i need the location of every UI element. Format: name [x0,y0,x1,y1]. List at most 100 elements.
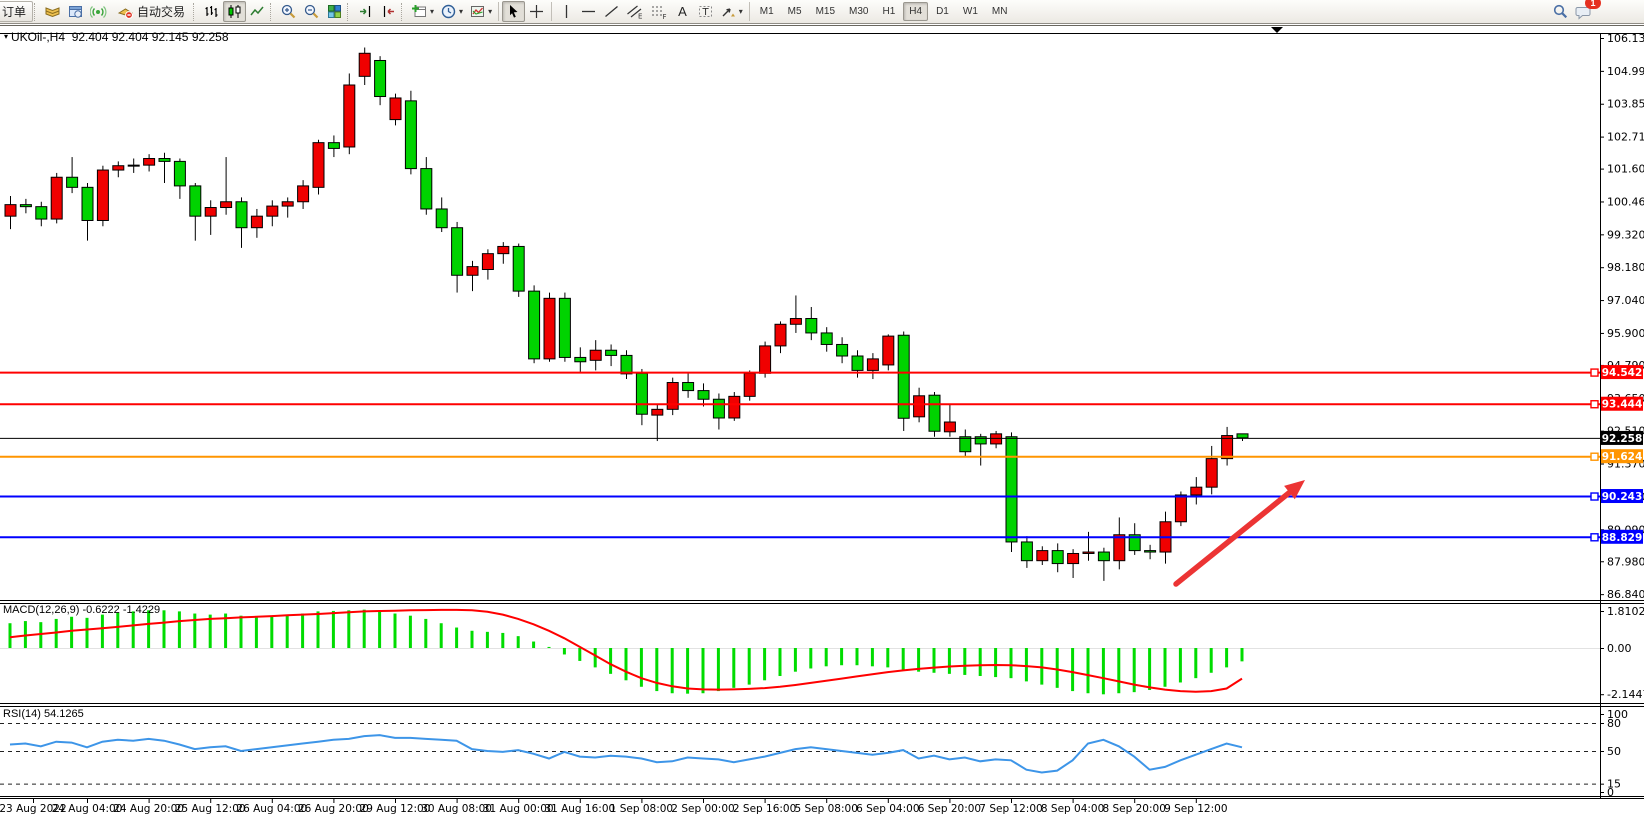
market-watch-button[interactable] [41,1,64,22]
candle-body [312,142,325,188]
candle-body [558,297,571,358]
dropdown-caret: ▾ [430,7,435,16]
timeframe-button-W1[interactable]: W1 [957,2,984,21]
search-button[interactable] [1549,1,1572,22]
fibonacci-button[interactable]: F [647,1,671,22]
symbol-name: UKOil-,H4 [11,30,66,44]
chart-shift-icon [383,6,395,17]
dropdown-caret: ▾ [738,7,743,16]
timeframe-button-H4[interactable]: H4 [903,2,929,21]
timeframe-button-M5[interactable]: M5 [782,2,808,21]
candle-body [1020,541,1033,562]
toolbar-grip [270,2,274,21]
zoom-out-icon [304,4,319,19]
macd-bar [85,617,89,648]
price-tag [1601,430,1643,445]
candle-body [266,205,279,217]
candle-body [1113,534,1126,562]
templates-button[interactable]: ▾ [466,1,495,22]
candle-body [466,266,479,276]
macd-bar [855,648,859,666]
candle-body [820,332,833,345]
price-tick-label: 86.840 [1607,588,1644,601]
symbol-expand-icon[interactable]: ▾ [4,32,9,41]
candle-body [774,323,787,347]
clock-icon [441,4,456,19]
autotrade-icon [117,8,134,19]
macd-bar [177,611,181,648]
timeframe-button-M15[interactable]: M15 [810,2,841,21]
candle-body [420,168,433,210]
zoom-out-button[interactable] [300,1,323,22]
timeframe-button-M1[interactable]: M1 [754,2,780,21]
candle-body [959,436,972,453]
candle-body [651,408,664,416]
line-chart-button[interactable] [246,1,269,22]
chart-shift-button[interactable] [377,1,400,22]
timeframe-button-MN[interactable]: MN [986,2,1014,21]
macd-bar [840,648,844,666]
macd-bar [978,648,982,677]
macd-bar [1024,648,1028,682]
cursor-button[interactable] [502,1,526,22]
hline-handle [1590,452,1599,461]
new-order-button[interactable]: 订单 [0,1,34,22]
horizontal-line-button[interactable] [577,1,600,22]
community-button[interactable]: 1 [1572,0,1601,22]
text-label-button[interactable]: T [694,1,717,22]
navigator-button[interactable] [64,1,87,22]
crosshair-button[interactable] [525,1,548,22]
candlestick-chart-button[interactable] [223,1,247,22]
timeframe-button-H1[interactable]: H1 [876,2,901,21]
svg-text:F: F [663,13,667,20]
timeframe-button-D1[interactable]: D1 [930,2,955,21]
svg-text:T: T [701,7,709,18]
new-chart-button[interactable]: ▾ [408,1,437,22]
candle-body [866,358,879,371]
macd-bar [316,611,320,648]
macd-signal-line [9,608,1243,693]
candle-body [404,100,417,170]
price-tag-label: 91.624 [1602,451,1643,463]
periods-button[interactable]: ▾ [437,1,466,22]
candle-body [389,97,402,121]
time-axis-label: 26 Aug 20:00 [298,803,369,815]
macd-bar [1055,648,1059,688]
timeframe-button-M30[interactable]: M30 [843,2,874,21]
macd-bar [809,648,813,669]
bar-chart-button[interactable] [200,1,223,22]
navigator-icon [69,6,83,18]
candle-body [1144,550,1157,553]
toolbar-grip [401,2,405,21]
zoom-in-button[interactable] [277,1,300,22]
trendline-button[interactable] [600,1,623,22]
autotrade-button[interactable]: 自动交易 [110,1,192,22]
macd-bar [778,648,782,677]
arrows-button[interactable]: ▾ [717,1,746,22]
candle-body [574,356,587,363]
vertical-line-button[interactable] [555,1,577,22]
rsi-tick-label: 100 [1607,708,1628,721]
text-button[interactable]: A [671,1,694,22]
rsi-tick-label: 50 [1607,745,1621,758]
price-tag-label: 93.444 [1602,399,1643,411]
macd-bar [270,615,274,648]
candle-body [528,290,541,360]
signals-button[interactable] [87,1,110,22]
macd-bar [208,614,212,648]
macd-bar [285,614,289,648]
macd-bar [362,609,366,648]
search-icon [1553,4,1568,19]
auto-scroll-button[interactable] [354,1,377,22]
autotrade-label: 自动交易 [137,5,186,19]
time-axis-label: 30 Aug 08:00 [421,803,492,815]
hline-handle [1590,400,1599,409]
tile-windows-button[interactable] [323,1,346,22]
equidistant-channel-button[interactable]: E [623,1,647,22]
tile-windows-icon [328,5,342,18]
time-axis-label: 24 Aug 04:00 [52,803,123,815]
price-tag-label: 92.258 [1602,433,1643,445]
line-chart-icon [250,6,264,16]
